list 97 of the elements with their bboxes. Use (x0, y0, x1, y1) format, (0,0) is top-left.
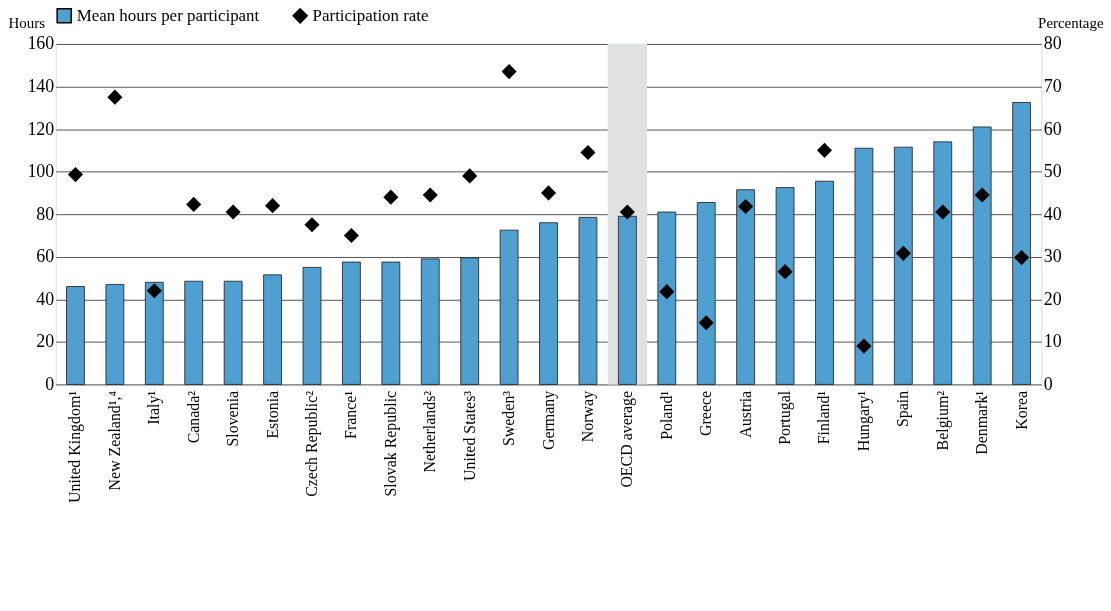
point (895, 245, 911, 261)
bar (499, 229, 519, 385)
y2-tick-label: 40 (1043, 203, 1062, 224)
bar (696, 202, 716, 385)
bar (66, 286, 85, 385)
x-tick-label: Sweden³ (500, 390, 518, 447)
bar (539, 222, 558, 385)
point (265, 198, 281, 214)
x-tick-label: United Kingdom¹ (66, 390, 85, 504)
y-axis-title: Hours (8, 14, 46, 31)
x-tick-label: Canada² (184, 390, 202, 444)
x-tick-label: Netherlands² (421, 390, 439, 473)
y-tick-label: 0 (45, 373, 55, 394)
y-tick-label: 120 (27, 118, 55, 139)
bar (381, 261, 401, 385)
point (186, 196, 202, 212)
point (619, 204, 635, 220)
bar (144, 281, 164, 385)
x-tick-label: Finland¹ (815, 390, 833, 445)
point (659, 284, 675, 300)
y-tick-label: 60 (36, 246, 55, 267)
bar (420, 258, 440, 385)
bar (618, 215, 637, 385)
bar (302, 266, 322, 385)
bar (105, 284, 125, 385)
x-tick-label: Denmark¹ (973, 390, 991, 455)
bar (815, 180, 834, 385)
point (540, 185, 557, 201)
point (738, 198, 754, 215)
x-tick-label: Austria (736, 390, 754, 438)
point (816, 142, 833, 158)
point (383, 189, 399, 205)
bar (460, 257, 480, 385)
legend-label: Mean hours per participant (76, 5, 260, 25)
bar (854, 147, 874, 385)
x-tick-label: United States³ (460, 390, 478, 481)
point (698, 315, 714, 331)
x-tick-label: Poland¹ (657, 390, 675, 440)
y-tick-label: 100 (27, 161, 55, 182)
bar (184, 280, 204, 385)
y-tick-label: 40 (36, 288, 55, 309)
bar (578, 216, 598, 385)
point (304, 217, 320, 233)
y-tick-label: 80 (36, 203, 55, 224)
point (1014, 250, 1030, 266)
bar (657, 211, 677, 385)
point (462, 168, 478, 184)
point (856, 338, 872, 354)
point (146, 283, 162, 299)
x-tick-label: Spain (894, 390, 913, 428)
point (501, 64, 517, 80)
legend-label: Participation rate (312, 5, 429, 25)
x-tick-label: Czech Republic² (302, 390, 321, 497)
bar (972, 126, 992, 385)
x-tick-label: New Zealand¹,⁴ (105, 390, 123, 491)
x-tick-label: Estonia (263, 390, 281, 439)
bar (933, 141, 953, 385)
x-tick-label: Slovak Republic (381, 390, 400, 497)
y2-tick-label: 30 (1043, 246, 1062, 267)
point (777, 264, 793, 280)
x-tick-label: Portugal (776, 390, 795, 445)
x-tick-label: Greece (697, 390, 715, 436)
x-tick-label: Korea (1012, 390, 1030, 430)
y-tick-label: 160 (27, 33, 55, 54)
x-tick-label: Slovenia (224, 390, 242, 447)
y2-tick-label: 70 (1043, 75, 1062, 96)
bar (1012, 102, 1031, 385)
y2-axis-title: Percentage (1038, 14, 1104, 31)
point (974, 187, 990, 203)
bar (775, 187, 795, 385)
point (225, 204, 241, 220)
y2-tick-label: 80 (1043, 33, 1062, 54)
point (107, 89, 123, 105)
x-tick-label: Germany (539, 390, 558, 451)
y2-tick-label: 20 (1043, 288, 1062, 309)
bar (223, 280, 243, 385)
bar (893, 146, 913, 385)
x-tick-label: Hungary¹ (854, 390, 873, 452)
bar (263, 274, 282, 385)
point (422, 187, 438, 203)
x-tick-label: France¹ (342, 390, 360, 439)
point (67, 167, 84, 183)
x-tick-label: Italy¹ (145, 390, 164, 425)
point (580, 144, 596, 161)
y2-tick-label: 60 (1043, 118, 1062, 139)
point (343, 227, 359, 244)
x-tick-label: Norway (578, 390, 597, 443)
y-tick-label: 140 (27, 75, 55, 96)
y-tick-label: 20 (36, 331, 55, 352)
bar (342, 261, 361, 385)
x-tick-label: OECD average (618, 390, 637, 488)
x-tick-label: Belgium² (933, 390, 952, 451)
y2-tick-label: 0 (1043, 373, 1053, 394)
y2-tick-label: 10 (1043, 331, 1062, 352)
point (935, 204, 951, 220)
bar (736, 189, 755, 385)
y2-tick-label: 50 (1043, 161, 1062, 182)
